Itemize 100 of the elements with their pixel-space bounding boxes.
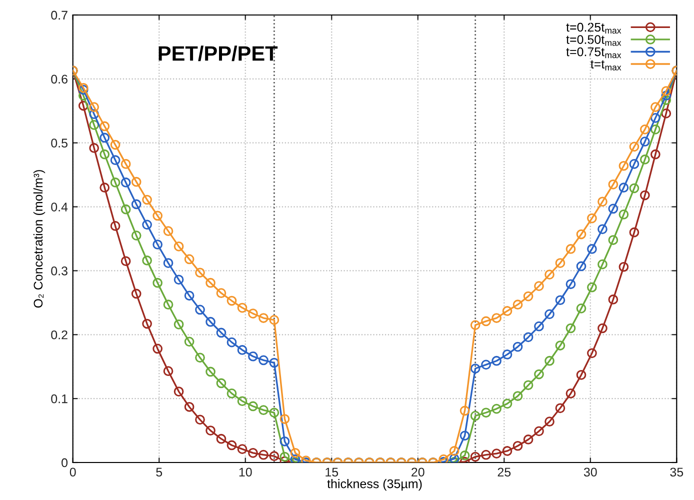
point: [587, 244, 597, 254]
point: [598, 323, 608, 334]
point: [226, 296, 237, 306]
point: [640, 154, 650, 164]
point: [576, 229, 586, 240]
point: [110, 221, 120, 231]
y-tick-label: 0.7: [51, 10, 68, 20]
point: [248, 401, 258, 412]
point: [470, 410, 480, 421]
point: [226, 440, 237, 450]
point: [216, 434, 226, 444]
point: [492, 313, 502, 323]
point: [502, 350, 512, 360]
point: [195, 414, 205, 425]
point: [661, 90, 672, 100]
point: [640, 190, 650, 200]
point: [523, 332, 534, 342]
point: [269, 408, 280, 418]
legend-label: t=0.75t$_{max}$: [566, 47, 622, 58]
point: [566, 388, 576, 398]
point: [195, 304, 205, 315]
point: [629, 142, 640, 152]
point: [206, 366, 216, 377]
point: [226, 388, 237, 398]
point: [120, 159, 131, 169]
point: [280, 414, 290, 424]
point: [120, 256, 131, 266]
point: [598, 224, 608, 234]
point: [629, 227, 640, 238]
point: [460, 450, 470, 460]
point: [184, 336, 194, 347]
point: [110, 140, 120, 150]
point: [237, 396, 248, 406]
point: [89, 143, 100, 153]
y-tick-label: 0: [62, 458, 68, 468]
point: [587, 282, 597, 292]
point: [544, 356, 554, 366]
point: [142, 256, 152, 266]
legend-label: t=t$_{max}$: [590, 60, 622, 70]
point: [152, 344, 163, 354]
point: [195, 268, 205, 278]
point: [184, 402, 194, 412]
point: [258, 450, 268, 460]
point: [460, 430, 470, 441]
point: [555, 340, 566, 350]
point: [512, 342, 523, 352]
point: [206, 316, 216, 327]
y-tick-label: 0.3: [51, 266, 68, 276]
point: [195, 352, 205, 363]
x-tick-label: 5: [156, 468, 162, 477]
point: [640, 124, 650, 134]
point: [502, 306, 512, 316]
point: [534, 281, 544, 291]
point: [512, 391, 523, 401]
point: [269, 451, 280, 462]
point: [226, 337, 237, 348]
point: [237, 345, 248, 355]
point: [248, 308, 258, 318]
point: [523, 434, 534, 444]
point: [152, 240, 163, 250]
point: [618, 262, 629, 272]
point: [174, 241, 184, 252]
point: [470, 364, 480, 374]
point: [89, 102, 100, 112]
y-tick-label: 0.6: [51, 74, 68, 84]
point: [216, 288, 226, 298]
point: [618, 160, 629, 171]
x-tick-label: 25: [498, 468, 511, 477]
point: [460, 406, 470, 416]
point: [438, 454, 449, 462]
point: [576, 370, 586, 380]
point: [661, 108, 672, 118]
point: [290, 454, 300, 462]
point: [534, 369, 544, 380]
point: [544, 416, 554, 427]
x-axis-title: thickness (35µm): [327, 479, 422, 491]
point: [290, 448, 300, 458]
legend-label: t=0.25t$_{max}$: [566, 22, 622, 34]
y-tick-label: 0.1: [51, 394, 68, 404]
point: [629, 183, 640, 194]
point: [661, 86, 672, 96]
y-tick-label: 0.4: [51, 202, 68, 212]
point: [555, 258, 566, 268]
point: [89, 120, 100, 130]
point: [555, 295, 566, 306]
point: [280, 452, 290, 462]
x-tick-label: 0: [70, 468, 76, 477]
point: [258, 313, 268, 323]
point: [142, 194, 152, 205]
point: [120, 204, 131, 214]
point: [131, 288, 142, 299]
point: [78, 100, 88, 111]
y-axis-title: O₂ Concetration (mol/m³): [33, 170, 46, 308]
point: [449, 446, 460, 456]
point: [216, 328, 226, 338]
point: [142, 318, 152, 329]
point: [512, 440, 523, 451]
point: [608, 204, 618, 214]
point: [237, 444, 248, 454]
y-tick-label: 0.2: [51, 330, 68, 340]
